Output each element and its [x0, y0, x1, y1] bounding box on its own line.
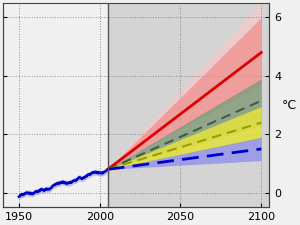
Y-axis label: °C: °C: [282, 99, 297, 112]
Bar: [108, 3, 300, 207]
